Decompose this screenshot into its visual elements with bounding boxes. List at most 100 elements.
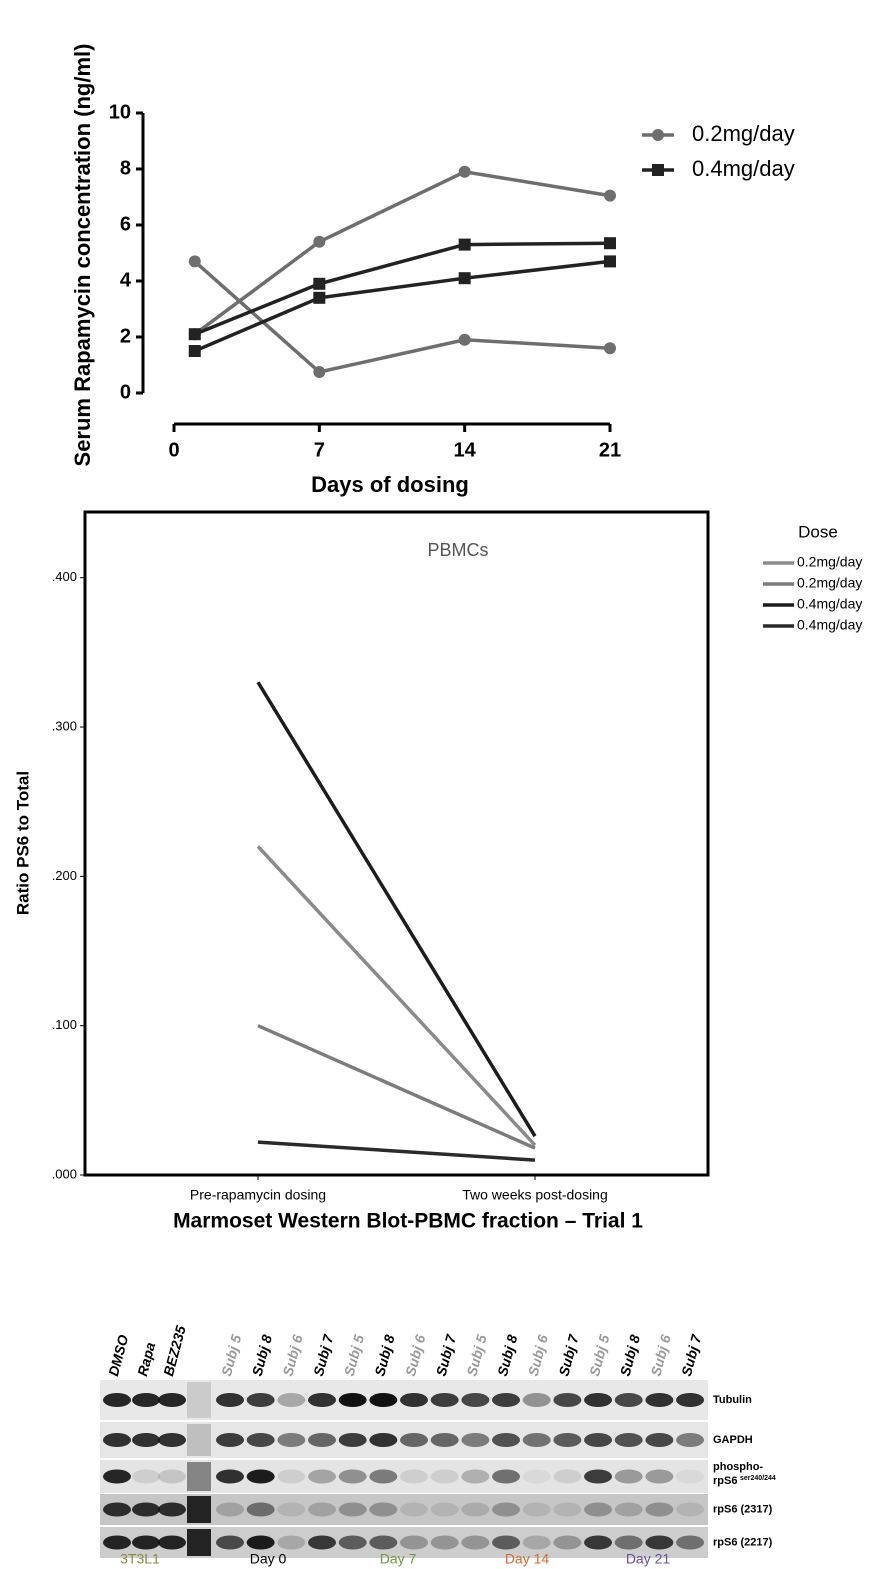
band bbox=[216, 1470, 244, 1484]
band bbox=[431, 1503, 459, 1517]
row-label-sup: ser240/244 bbox=[740, 1475, 776, 1482]
lane-label: Subj 7 bbox=[678, 1332, 705, 1378]
y-tick-label: .100 bbox=[52, 1017, 77, 1032]
band bbox=[553, 1433, 581, 1447]
band bbox=[676, 1393, 704, 1407]
band bbox=[400, 1393, 428, 1407]
y-axis-label: Ratio PS6 to Total bbox=[13, 771, 32, 915]
data-line bbox=[195, 261, 610, 372]
row-label: rpS6 bbox=[713, 1475, 737, 1487]
band bbox=[216, 1433, 244, 1447]
band bbox=[247, 1536, 275, 1550]
lane-label: Subj 8 bbox=[371, 1333, 397, 1378]
legend-label: 0.2mg/day bbox=[797, 575, 862, 591]
band bbox=[676, 1470, 704, 1484]
band bbox=[492, 1503, 520, 1517]
band bbox=[523, 1433, 551, 1447]
band bbox=[400, 1470, 428, 1484]
figure: 0246810071421Serum Rapamycin concentrati… bbox=[0, 0, 876, 1569]
band bbox=[247, 1393, 275, 1407]
band bbox=[615, 1536, 643, 1550]
band bbox=[216, 1503, 244, 1517]
smear bbox=[187, 1382, 211, 1418]
x-axis-label: Days of dosing bbox=[311, 472, 469, 497]
x-tick-label: 7 bbox=[314, 439, 325, 461]
band bbox=[132, 1536, 160, 1550]
band bbox=[339, 1433, 367, 1447]
lane-label: Subj 5 bbox=[586, 1333, 612, 1378]
blot-title: Marmoset Western Blot-PBMC fraction – Tr… bbox=[173, 1210, 643, 1233]
band bbox=[132, 1503, 160, 1517]
band bbox=[339, 1536, 367, 1550]
band bbox=[308, 1393, 336, 1407]
data-line bbox=[258, 1142, 535, 1160]
band bbox=[369, 1433, 397, 1447]
legend-label: 0.4mg/day bbox=[797, 617, 862, 633]
band bbox=[400, 1503, 428, 1517]
band bbox=[584, 1536, 612, 1550]
band bbox=[645, 1503, 673, 1517]
marker bbox=[313, 236, 325, 248]
chart-title: PBMCs bbox=[427, 540, 488, 560]
marker bbox=[459, 239, 471, 251]
band bbox=[645, 1536, 673, 1550]
lane-label: Subj 6 bbox=[402, 1333, 428, 1378]
band bbox=[461, 1433, 489, 1447]
marker bbox=[604, 237, 616, 249]
band bbox=[492, 1433, 520, 1447]
data-line bbox=[258, 682, 535, 1136]
lane-label: Subj 6 bbox=[647, 1333, 673, 1378]
band bbox=[277, 1536, 305, 1550]
band bbox=[615, 1393, 643, 1407]
data-line bbox=[195, 261, 610, 351]
group-label: Day 0 bbox=[250, 1551, 287, 1567]
marker bbox=[604, 190, 616, 202]
smear bbox=[187, 1424, 211, 1456]
band bbox=[158, 1536, 186, 1550]
band bbox=[277, 1503, 305, 1517]
band bbox=[431, 1536, 459, 1550]
band bbox=[584, 1393, 612, 1407]
legend-label: 0.2mg/day bbox=[797, 554, 862, 570]
data-line bbox=[258, 846, 535, 1145]
y-tick-label: 0 bbox=[120, 381, 131, 403]
band bbox=[339, 1393, 367, 1407]
band bbox=[132, 1433, 160, 1447]
band bbox=[308, 1433, 336, 1447]
band bbox=[369, 1393, 397, 1407]
band bbox=[553, 1503, 581, 1517]
lane-label: Subj 7 bbox=[310, 1332, 337, 1378]
row-label: Tubulin bbox=[713, 1394, 752, 1406]
lane-label: Subj 8 bbox=[249, 1333, 275, 1378]
band bbox=[615, 1470, 643, 1484]
band bbox=[615, 1433, 643, 1447]
group-label: Day 21 bbox=[626, 1551, 671, 1567]
band bbox=[400, 1536, 428, 1550]
lane-label: Subj 6 bbox=[525, 1333, 551, 1378]
lane-label: Subj 7 bbox=[433, 1332, 460, 1378]
band bbox=[103, 1470, 131, 1484]
smear bbox=[187, 1496, 211, 1523]
marker bbox=[604, 342, 616, 354]
band bbox=[431, 1393, 459, 1407]
x-tick-label: Two weeks post-dosing bbox=[462, 1187, 608, 1203]
legend-title: Dose bbox=[798, 522, 838, 541]
smear bbox=[187, 1462, 211, 1491]
band bbox=[247, 1470, 275, 1484]
band bbox=[308, 1470, 336, 1484]
row-label: phospho- bbox=[713, 1461, 763, 1473]
marker bbox=[189, 255, 201, 267]
band bbox=[400, 1433, 428, 1447]
y-tick-label: 2 bbox=[120, 325, 131, 347]
y-tick-label: 10 bbox=[109, 101, 131, 123]
band bbox=[645, 1393, 673, 1407]
marker bbox=[459, 166, 471, 178]
band bbox=[369, 1536, 397, 1550]
band bbox=[339, 1470, 367, 1484]
y-tick-label: 6 bbox=[120, 213, 131, 235]
y-axis-label: Serum Rapamycin concentration (ng/ml) bbox=[70, 44, 95, 467]
legend-label: 0.2mg/day bbox=[692, 121, 795, 146]
band bbox=[676, 1503, 704, 1517]
band bbox=[158, 1393, 186, 1407]
band bbox=[461, 1470, 489, 1484]
